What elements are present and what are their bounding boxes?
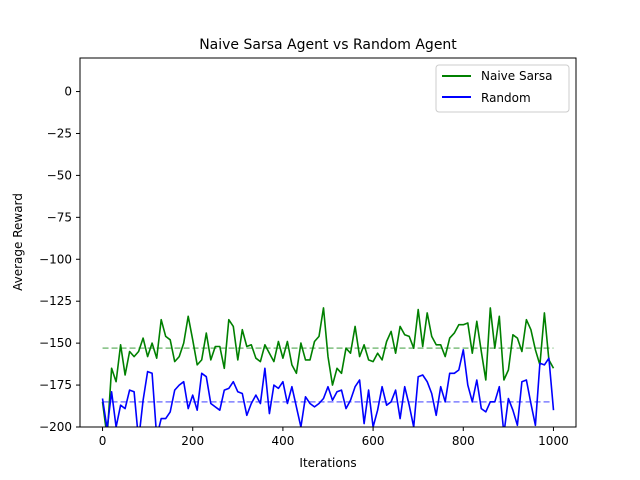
x-tick-label: 1000 [538, 434, 569, 448]
x-axis: 0 200 400 600 800 1000 [99, 427, 569, 448]
series-line-random [101, 348, 555, 427]
y-tick-label: −75 [47, 210, 72, 224]
x-tick-label: 600 [362, 434, 385, 448]
y-tick-label: −125 [39, 294, 72, 308]
x-tick-label: 400 [271, 434, 294, 448]
y-tick-label: −150 [39, 336, 72, 350]
y-tick-label: −25 [47, 126, 72, 140]
chart-title: Naive Sarsa Agent vs Random Agent [199, 37, 457, 53]
y-tick-label: −200 [39, 420, 72, 434]
x-tick-label: 200 [181, 434, 204, 448]
legend-label-random: Random [481, 91, 531, 105]
x-tick-label: 800 [452, 434, 475, 448]
plot-area [101, 307, 555, 427]
x-axis-label: Iterations [299, 456, 356, 470]
y-tick-label: 0 [64, 85, 72, 99]
y-axis: 0 −25 −50 −75 −100 −125 −150 −175 −200 [39, 85, 80, 434]
legend-label-naive-sarsa: Naive Sarsa [481, 69, 552, 83]
y-tick-label: −50 [47, 168, 72, 182]
y-axis-label: Average Reward [11, 193, 25, 291]
y-tick-label: −175 [39, 378, 72, 392]
legend: Naive Sarsa Random [435, 64, 570, 113]
plot-frame [79, 57, 577, 428]
y-tick-label: −100 [39, 252, 72, 266]
series-line-naive-sarsa [101, 307, 555, 427]
x-tick-label: 0 [99, 434, 107, 448]
